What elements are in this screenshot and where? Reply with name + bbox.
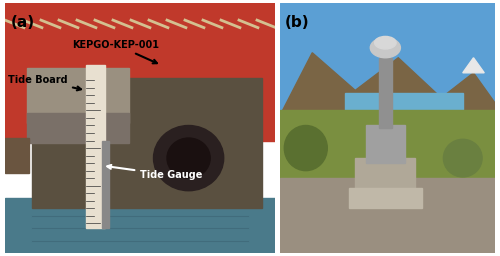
Ellipse shape: [370, 38, 400, 58]
Bar: [349, 188, 422, 208]
Text: KEPGO-KEP-001: KEPGO-KEP-001: [72, 40, 160, 63]
Bar: [379, 58, 392, 128]
Circle shape: [167, 138, 210, 178]
Ellipse shape: [444, 139, 482, 177]
Bar: [26, 68, 129, 123]
Text: (a): (a): [10, 15, 34, 30]
Bar: [280, 110, 495, 191]
Bar: [5, 8, 38, 73]
Bar: [86, 65, 105, 228]
Ellipse shape: [284, 125, 328, 171]
Bar: [102, 141, 109, 228]
Text: (b): (b): [284, 15, 309, 30]
Bar: [355, 158, 416, 198]
Polygon shape: [463, 58, 484, 73]
Bar: [280, 3, 495, 115]
Bar: [5, 198, 275, 253]
Circle shape: [154, 125, 224, 191]
Bar: [26, 113, 129, 143]
Ellipse shape: [374, 36, 396, 49]
Bar: [280, 178, 495, 253]
Bar: [32, 78, 262, 208]
Bar: [344, 93, 463, 123]
Bar: [366, 125, 405, 163]
Text: Tide Board: Tide Board: [8, 75, 81, 90]
Text: Tide Gauge: Tide Gauge: [108, 165, 202, 180]
Bar: [5, 138, 29, 173]
Bar: [5, 3, 275, 141]
Polygon shape: [280, 53, 495, 115]
